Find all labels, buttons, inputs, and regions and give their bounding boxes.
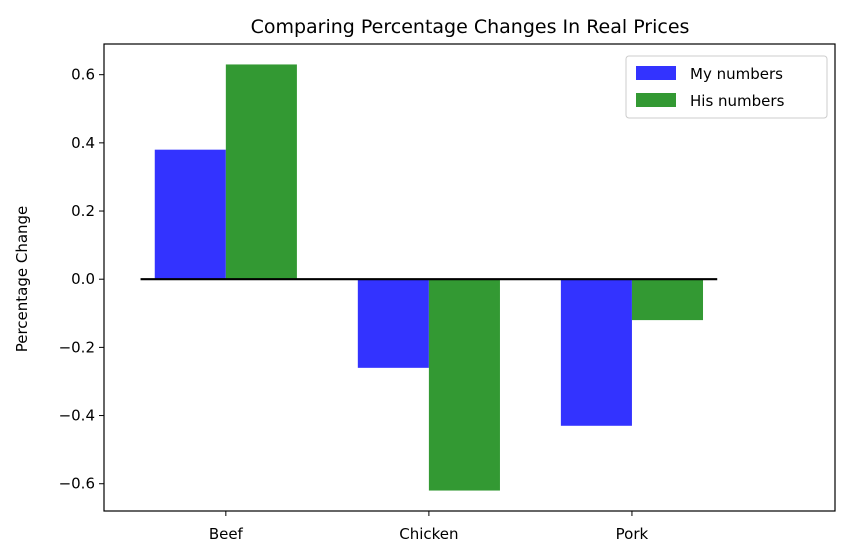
y-tick-label: −0.6 <box>59 475 95 493</box>
bar-pork-my-numbers <box>560 279 632 426</box>
y-tick-label: 0.0 <box>71 270 95 288</box>
y-tick-label: 0.2 <box>71 202 95 220</box>
legend: My numbers His numbers <box>625 55 828 119</box>
bar-pork-his-numbers <box>631 279 704 321</box>
x-tick-label-pork: Pork <box>616 525 649 543</box>
bar-beef-his-numbers <box>225 64 297 280</box>
bar-chicken-my-numbers <box>357 279 429 368</box>
y-tick-label: 0.6 <box>71 66 95 84</box>
plot-area: −0.6 −0.4 −0.2 0.0 0.2 0.4 0.6 Beef Chicken Pork <box>59 43 836 543</box>
legend-label: My numbers <box>690 65 783 83</box>
legend-swatch <box>636 93 676 107</box>
y-tick-label: −0.4 <box>59 407 95 425</box>
bar-beef-my-numbers <box>154 149 226 280</box>
bar-chicken-his-numbers <box>428 279 500 491</box>
x-tick-label-chicken: Chicken <box>399 525 458 543</box>
x-tick-label-beef: Beef <box>209 525 244 543</box>
y-axis-label: Percentage Change <box>13 206 31 353</box>
legend-label: His numbers <box>690 92 785 110</box>
legend-swatch <box>636 66 676 80</box>
y-tick-label: 0.4 <box>71 134 95 152</box>
legend-box <box>625 55 828 119</box>
y-tick-label: −0.2 <box>59 338 95 356</box>
plot-frame <box>103 43 836 512</box>
chart-title: Comparing Percentage Changes In Real Pri… <box>251 16 690 38</box>
